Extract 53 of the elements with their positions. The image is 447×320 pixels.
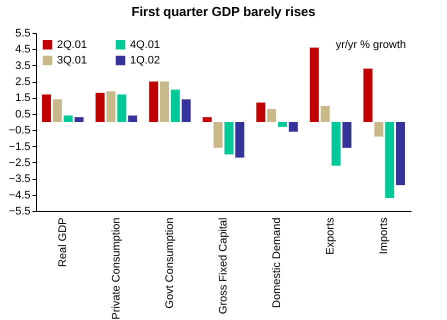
bar bbox=[52, 99, 62, 122]
y-tick-label: 0.5 bbox=[15, 108, 30, 120]
y-tick-label: 4.5 bbox=[15, 44, 30, 56]
legend-label: 3Q.01 bbox=[57, 54, 87, 66]
bar bbox=[363, 68, 372, 122]
bar bbox=[278, 122, 287, 127]
y-tick-label: −5.5 bbox=[8, 206, 30, 218]
bar bbox=[396, 122, 405, 186]
x-tick-label: Imports bbox=[378, 217, 390, 254]
bar bbox=[117, 94, 126, 122]
bar bbox=[267, 109, 276, 122]
bar bbox=[202, 117, 212, 122]
chart-title: First quarter GDP barely rises bbox=[131, 4, 316, 19]
y-tick-label: −4.5 bbox=[8, 189, 30, 202]
bar bbox=[42, 94, 52, 122]
legend-label: 2Q.01 bbox=[57, 38, 87, 51]
bar bbox=[74, 117, 84, 122]
bar bbox=[332, 122, 341, 166]
bar bbox=[96, 92, 105, 122]
bar bbox=[170, 90, 180, 122]
y-tick-label: 3.5 bbox=[15, 60, 30, 72]
bar bbox=[128, 116, 138, 122]
legend-label: 4Q.01 bbox=[130, 38, 160, 51]
y-tick-label: −1.5 bbox=[8, 140, 30, 153]
bar bbox=[320, 106, 330, 122]
legend-label: 1Q.02 bbox=[130, 54, 160, 66]
y-tick-label: 2.5 bbox=[15, 76, 30, 88]
annotation: yr/yr % growth bbox=[336, 39, 406, 51]
x-tick-label: Domestic Demand bbox=[271, 218, 284, 308]
bar bbox=[310, 48, 319, 122]
y-tick-label: 5.5 bbox=[15, 28, 30, 40]
bar bbox=[160, 82, 170, 122]
y-tick-label: 1.5 bbox=[15, 92, 30, 104]
bar bbox=[385, 122, 394, 198]
bar bbox=[64, 116, 73, 122]
bar bbox=[182, 99, 191, 122]
bar bbox=[374, 122, 384, 137]
x-tick-label: Private Consumption bbox=[110, 218, 122, 320]
x-tick-label: Gross Fixed Capital bbox=[218, 218, 230, 314]
x-tick-label: Real GDP bbox=[56, 218, 69, 268]
y-tick-label: −3.5 bbox=[8, 173, 30, 186]
bar bbox=[149, 82, 158, 122]
x-tick-label: Govt Consumption bbox=[164, 218, 176, 309]
y-tick-label: −0.5 bbox=[8, 124, 30, 137]
bar bbox=[256, 102, 266, 122]
bar bbox=[106, 91, 116, 122]
bar bbox=[214, 122, 223, 148]
y-tick-label: −2.5 bbox=[8, 156, 30, 169]
x-tick-label: Exports bbox=[324, 217, 337, 255]
bar bbox=[288, 122, 298, 132]
bar bbox=[235, 122, 244, 158]
bar bbox=[342, 122, 352, 148]
bar bbox=[224, 122, 234, 154]
